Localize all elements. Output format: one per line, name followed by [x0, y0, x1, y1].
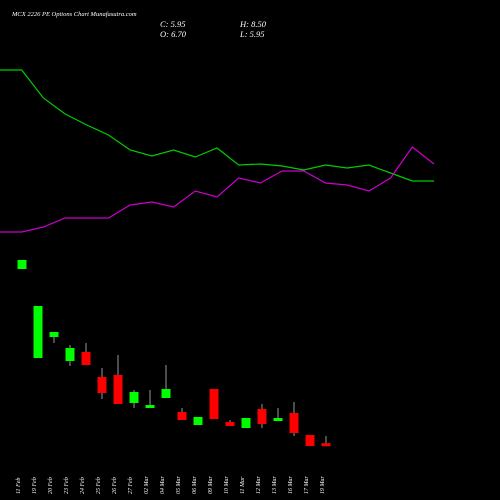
candle-body: [17, 260, 27, 269]
x-tick-label: 11 Feb: [16, 478, 22, 494]
ohlc-high: H: 8.50: [239, 19, 267, 29]
x-tick-label: 10 Mar: [224, 476, 230, 494]
ohlc-low: L: 5.95: [239, 29, 265, 39]
candle-body: [193, 417, 203, 425]
candle-body: [225, 422, 235, 426]
x-tick-label: 04 Mar: [159, 476, 166, 494]
ohlc-open: O: 6.70: [160, 29, 187, 39]
x-tick-label: 20 Feb: [48, 477, 54, 494]
candle-body: [81, 352, 91, 365]
x-tick-label: 02 Mar: [144, 476, 150, 494]
indicator-line: [0, 69, 434, 182]
x-tick-label: 25 Feb: [96, 477, 102, 494]
candle-body: [177, 412, 187, 420]
x-tick-label: 17 Mar: [304, 476, 310, 494]
x-tick-label: 16 Mar: [288, 476, 294, 494]
x-tick-label: 09 Mar: [208, 476, 214, 494]
candle-body: [273, 418, 283, 421]
candle-body: [289, 413, 299, 433]
x-tick-label: 23 Feb: [64, 477, 70, 494]
chart-title: MCX 2226 PE Options Chart Munafasutra.co…: [11, 11, 137, 18]
candle-body: [241, 418, 251, 428]
x-tick-label: 26 Feb: [112, 477, 118, 494]
x-tick-label: 06 Mar: [192, 476, 198, 494]
x-tick-label: 11 Mar: [240, 476, 246, 494]
x-tick-label: 27 Feb: [128, 477, 134, 494]
candle-body: [257, 409, 267, 424]
x-tick-label: 13 Mar: [272, 476, 278, 494]
ohlc-close: C: 5.95: [160, 19, 186, 29]
indicator-line: [0, 146, 435, 233]
candle-body: [209, 389, 219, 419]
x-tick-label: 05 Mar: [176, 476, 182, 494]
x-tick-label: 19 Mar: [320, 476, 326, 494]
candle-body: [161, 389, 171, 398]
candle-body: [97, 377, 107, 393]
x-tick-label: 12 Mar: [256, 476, 262, 494]
candle-body: [113, 375, 123, 404]
candle-body: [145, 405, 155, 408]
candle-body: [49, 332, 59, 337]
x-tick-label: 24 Feb: [79, 477, 86, 494]
candle-body: [305, 435, 315, 446]
candle-body: [321, 443, 331, 447]
candle-body: [65, 348, 75, 361]
candle-body: [33, 306, 43, 358]
candle-body: [129, 392, 139, 403]
x-tick-label: 19 Feb: [32, 477, 38, 494]
